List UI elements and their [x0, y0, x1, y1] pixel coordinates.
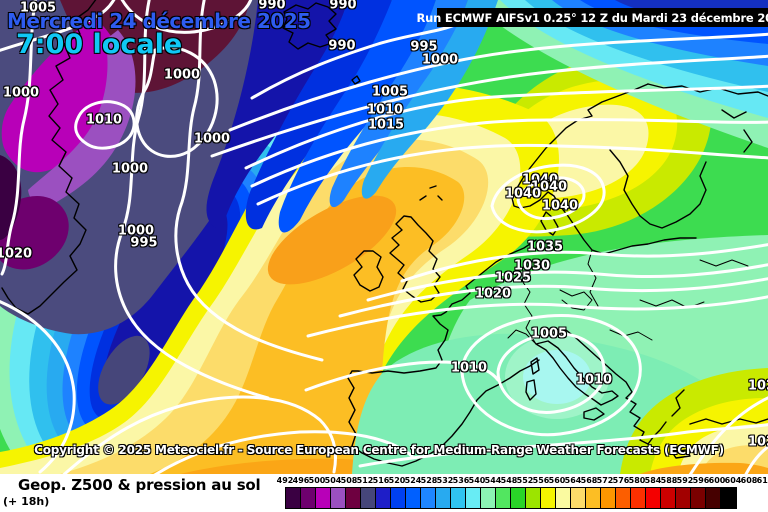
scale-color-cell	[301, 488, 316, 508]
scale-tick-label: 512	[356, 476, 374, 485]
legend-band: Geop. Z500 & pression au sol (+ 18h) 492…	[0, 474, 768, 512]
scale-color-cell	[616, 488, 631, 508]
scale-color-cell	[406, 488, 421, 508]
scale-color-cell	[421, 488, 436, 508]
map-canvas[interactable]: 1005 990 990 1000 1000 1010 1000 1000 1000 995 102…	[0, 0, 768, 474]
scale-tick-label: 612	[756, 476, 768, 485]
copyright-text: Copyright © 2025 Meteociel.fr - Source E…	[34, 443, 724, 457]
scale-color-cell	[496, 488, 511, 508]
scale-tick-label: 564	[564, 476, 582, 485]
scale-color-cell	[676, 488, 691, 508]
scale-color-cell	[481, 488, 496, 508]
scale-tick-label: 532	[436, 476, 454, 485]
scale-color-cell	[361, 488, 376, 508]
scale-tick-label: 524	[404, 476, 422, 485]
scale-tick-label: 516	[372, 476, 390, 485]
scale-tick-label: 528	[420, 476, 438, 485]
scale-color-cell	[526, 488, 541, 508]
color-scale-labels: 492 496 500 504 508 512 516 520 524 528 532 536 540 5…	[0, 477, 768, 487]
scale-color-cell	[541, 488, 556, 508]
scale-tick-label: 548	[500, 476, 518, 485]
scale-color-cell	[706, 488, 721, 508]
scale-color-cell	[646, 488, 661, 508]
scale-color-cell	[571, 488, 586, 508]
scale-color-cell	[436, 488, 451, 508]
scale-tick-label: 552	[516, 476, 534, 485]
scale-color-cell	[556, 488, 571, 508]
scale-tick-label: 540	[468, 476, 486, 485]
scale-tick-label: 608	[740, 476, 758, 485]
scale-tick-label: 544	[484, 476, 502, 485]
scale-tick-label: 496	[292, 476, 310, 485]
scale-tick-label: 596	[692, 476, 710, 485]
scale-color-cell	[721, 488, 736, 508]
scale-color-cell	[601, 488, 616, 508]
scale-color-cell	[346, 488, 361, 508]
scale-tick-label: 600	[708, 476, 726, 485]
scale-tick-label: 584	[644, 476, 662, 485]
scale-color-cell	[691, 488, 706, 508]
scale-tick-label: 580	[628, 476, 646, 485]
scale-tick-label: 500	[308, 476, 326, 485]
scale-tick-label: 592	[676, 476, 694, 485]
scale-color-cell	[631, 488, 646, 508]
lead-time: (+ 18h)	[3, 495, 50, 508]
scale-tick-label: 504	[324, 476, 342, 485]
model-run-banner: Run ECMWF AIFSv1 0.25° 12 Z du Mardi 23 …	[416, 8, 768, 27]
field-fill	[0, 0, 768, 474]
scale-color-cell	[331, 488, 346, 508]
scale-tick-label: 520	[388, 476, 406, 485]
scale-color-cell	[661, 488, 676, 508]
scale-tick-label: 536	[452, 476, 470, 485]
geopotential-field	[0, 0, 768, 474]
scale-color-cell	[511, 488, 526, 508]
scale-tick-label: 572	[596, 476, 614, 485]
scale-tick-label: 576	[612, 476, 630, 485]
scale-color-cell	[451, 488, 466, 508]
map-title: Geop. Z500 & pression au sol	[18, 476, 261, 494]
scale-color-cell	[376, 488, 391, 508]
color-scale-bar	[285, 487, 737, 509]
scale-color-cell	[466, 488, 481, 508]
scale-tick-label: 560	[548, 476, 566, 485]
scale-tick-label: 568	[580, 476, 598, 485]
scale-tick-label: 508	[340, 476, 358, 485]
scale-tick-label: 556	[532, 476, 550, 485]
scale-tick-label: 492	[276, 476, 294, 485]
isobars	[0, 0, 768, 474]
scale-color-cell	[586, 488, 601, 508]
scale-color-cell	[316, 488, 331, 508]
forecast-local-time: 7:00 locale	[16, 29, 183, 60]
scale-tick-label: 604	[724, 476, 742, 485]
scale-color-cell	[286, 488, 301, 508]
scale-color-cell	[391, 488, 406, 508]
forecast-date: Mercredi 24 décembre 2025	[7, 9, 311, 33]
scale-tick-label: 588	[660, 476, 678, 485]
